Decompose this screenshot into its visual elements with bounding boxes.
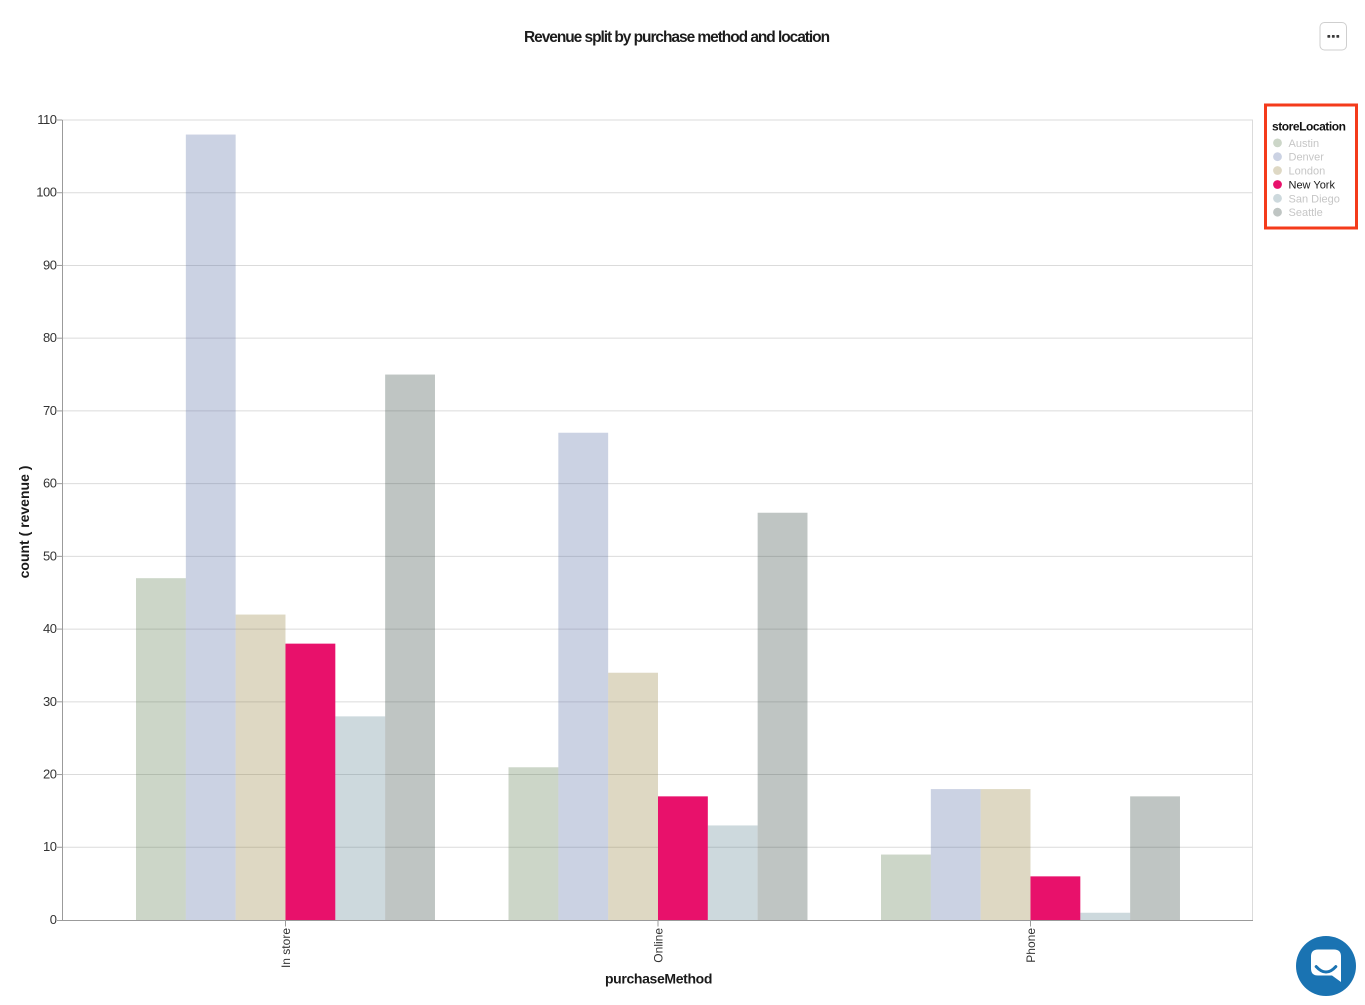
svg-text:100: 100	[36, 185, 56, 200]
svg-text:40: 40	[43, 621, 57, 636]
svg-text:110: 110	[37, 112, 56, 127]
svg-text:20: 20	[43, 767, 57, 782]
svg-text:70: 70	[43, 403, 57, 418]
svg-text:10: 10	[43, 839, 57, 854]
svg-text:Revenue split by purchase meth: Revenue split by purchase method and loc…	[524, 29, 830, 46]
svg-text:Seattle: Seattle	[1289, 207, 1323, 219]
svg-text:Online: Online	[652, 928, 666, 963]
svg-text:0: 0	[50, 912, 57, 927]
svg-text:90: 90	[43, 258, 57, 273]
svg-text:count ( revenue ): count ( revenue )	[16, 466, 32, 579]
svg-text:purchaseMethod: purchaseMethod	[605, 971, 712, 987]
svg-text:New York: New York	[1289, 180, 1336, 192]
svg-text:50: 50	[43, 548, 57, 563]
svg-text:In store: In store	[279, 928, 293, 968]
svg-text:San Diego: San Diego	[1289, 193, 1340, 205]
svg-text:80: 80	[43, 330, 57, 345]
svg-text:60: 60	[43, 476, 57, 491]
svg-text:Denver: Denver	[1289, 152, 1325, 164]
svg-text:Phone: Phone	[1024, 928, 1038, 963]
svg-text:storeLocation: storeLocation	[1272, 120, 1346, 134]
svg-text:Austin: Austin	[1289, 138, 1320, 150]
svg-text:London: London	[1289, 166, 1326, 178]
svg-text:30: 30	[43, 694, 57, 709]
